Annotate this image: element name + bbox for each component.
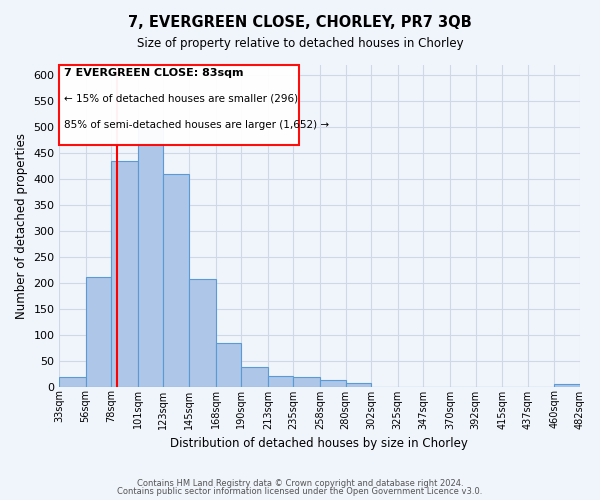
Text: Contains public sector information licensed under the Open Government Licence v3: Contains public sector information licen… <box>118 487 482 496</box>
Text: Contains HM Land Registry data © Crown copyright and database right 2024.: Contains HM Land Registry data © Crown c… <box>137 478 463 488</box>
Bar <box>59 377 86 386</box>
Y-axis label: Number of detached properties: Number of detached properties <box>15 133 28 319</box>
Text: 7, EVERGREEN CLOSE, CHORLEY, PR7 3QB: 7, EVERGREEN CLOSE, CHORLEY, PR7 3QB <box>128 15 472 30</box>
FancyBboxPatch shape <box>59 65 299 146</box>
Text: 7 EVERGREEN CLOSE: 83sqm: 7 EVERGREEN CLOSE: 83sqm <box>64 68 244 78</box>
Bar <box>215 343 241 386</box>
Text: ← 15% of detached houses are smaller (296): ← 15% of detached houses are smaller (29… <box>64 94 298 104</box>
Bar <box>554 384 580 386</box>
Bar <box>241 368 268 386</box>
X-axis label: Distribution of detached houses by size in Chorley: Distribution of detached houses by size … <box>170 437 469 450</box>
Bar <box>138 127 163 386</box>
Bar <box>189 279 215 386</box>
Bar <box>293 376 320 386</box>
Text: Size of property relative to detached houses in Chorley: Size of property relative to detached ho… <box>137 38 463 51</box>
Bar <box>111 161 138 386</box>
Bar <box>268 376 293 386</box>
Bar <box>163 174 189 386</box>
Text: 85% of semi-detached houses are larger (1,652) →: 85% of semi-detached houses are larger (… <box>64 120 329 130</box>
Bar <box>346 384 371 386</box>
Bar <box>86 276 111 386</box>
Bar <box>320 380 346 386</box>
